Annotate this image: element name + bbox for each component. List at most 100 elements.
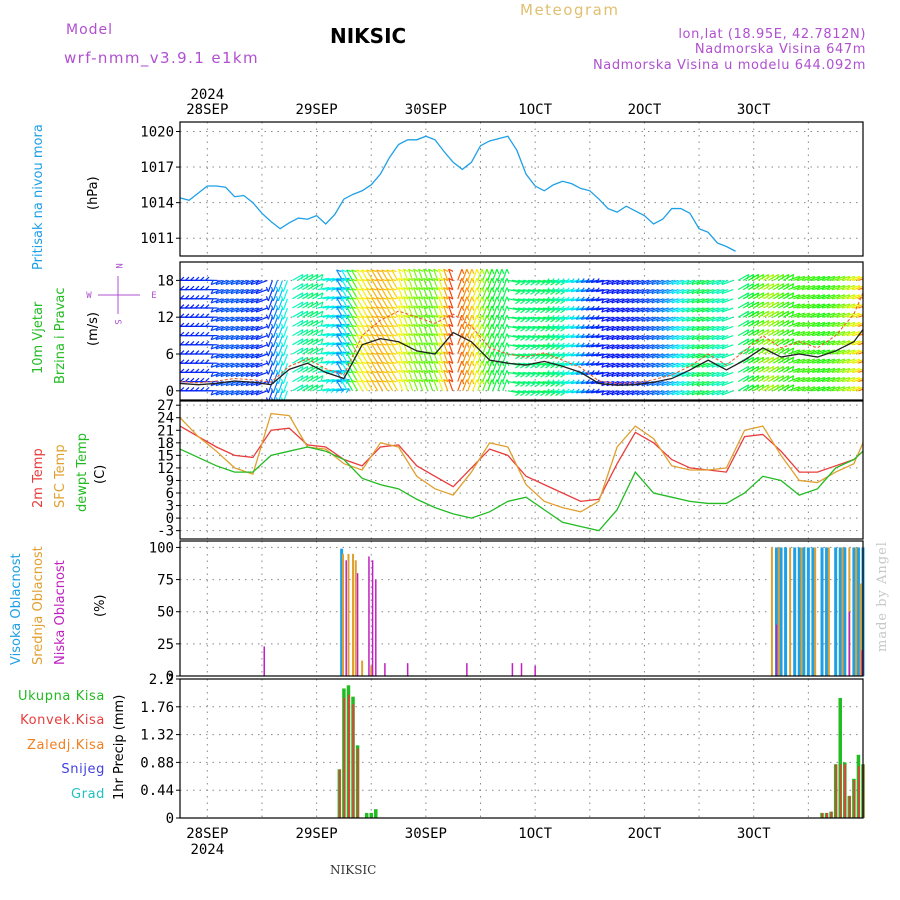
wind-barb-tick (666, 325, 670, 331)
wind-barb-tick (235, 334, 239, 340)
wind-barb (737, 365, 749, 373)
mid-cloud-bar (342, 553, 345, 676)
wind-barb (767, 347, 779, 355)
wind-barb-tick (590, 360, 595, 366)
wind-barb-tick (606, 288, 610, 294)
wind-barb-tick (550, 355, 556, 360)
wind-barb (267, 316, 273, 329)
wind-barb (322, 305, 335, 309)
wind-barb-tick (275, 369, 279, 375)
wind-barb (742, 365, 754, 373)
wind-barb (721, 279, 734, 286)
panel-frame (179, 121, 864, 257)
wind-barb-tick (565, 278, 570, 283)
wind-barb (818, 294, 830, 300)
wind-barb-tick (170, 378, 174, 381)
wind-barb-tick (585, 379, 590, 385)
wind-barb-tick (361, 315, 367, 319)
wind-barb-tick (265, 305, 269, 311)
wind-barb-tick (230, 353, 234, 359)
wind-barb (307, 283, 319, 291)
wind-barb (341, 315, 349, 327)
wind-barb-tick (501, 324, 505, 330)
wind-barb (767, 356, 779, 364)
wind-barb (376, 334, 384, 346)
wind-barb-tick (341, 324, 347, 328)
wind-barb-tick (366, 352, 372, 355)
wind-barb-tick (491, 305, 495, 311)
wind-barb (346, 315, 354, 327)
wind-barb (838, 275, 850, 281)
wind-barb-tick (481, 305, 485, 311)
wind-barb-tick (336, 306, 342, 309)
wind-barb-tick (220, 334, 224, 340)
wind-barb (492, 296, 498, 309)
wind-barb (762, 319, 774, 327)
wind-barb-tick (711, 380, 715, 386)
wind-barb-tick (515, 355, 520, 360)
wind-barb (292, 356, 304, 364)
panel-precipitation: 00.440.881.321.762.2 (140, 672, 863, 827)
wind-barb-tick (225, 353, 229, 359)
wind-barb (808, 312, 820, 318)
wind-barb (788, 321, 800, 327)
wind-barb (742, 356, 754, 364)
wind-barb-tick (386, 333, 392, 337)
wind-barb (418, 324, 424, 336)
wind-barb-tick (371, 379, 377, 383)
wind-barb-tick (661, 344, 665, 350)
wind-barb-tick (550, 291, 556, 295)
wind-barb (302, 356, 314, 364)
wind-barb-tick (376, 306, 382, 309)
wind-barb-tick (255, 279, 259, 285)
wind-barb-tick (570, 379, 575, 385)
wind-barb (397, 351, 404, 364)
wind-barb-tick (336, 297, 342, 300)
sfc-temp-line (179, 412, 864, 513)
wind-barb (423, 268, 429, 281)
wind-barb-tick (386, 370, 392, 374)
wind-barb (336, 288, 344, 300)
wind-barb (502, 278, 508, 290)
wind-barb (477, 324, 483, 336)
wind-barb-tick (199, 386, 205, 392)
wind-barb (418, 314, 424, 327)
wind-barb-tick (545, 278, 550, 283)
wind-barb-tick (351, 352, 357, 355)
wind-barb (351, 334, 359, 346)
wind-barb (798, 330, 810, 337)
wind-barb (413, 360, 419, 373)
wind-barb-tick (520, 281, 525, 286)
wind-barb (462, 360, 468, 373)
wind-barb (477, 287, 483, 300)
wind-barb-tick (867, 331, 869, 335)
wind-barb (823, 340, 835, 346)
wind-barb-tick (626, 298, 630, 304)
wind-barb (376, 380, 384, 392)
wind-barb (361, 315, 369, 327)
wind-gust-line (180, 292, 863, 384)
wind-barb-tick (180, 340, 185, 346)
wind-barb (596, 390, 609, 394)
wind-barb (402, 360, 409, 373)
compass-west: W (86, 291, 92, 301)
wind-barb (443, 370, 449, 382)
wind-barb (793, 340, 805, 346)
wind-barb-tick (686, 279, 690, 285)
wind-barb-tick (215, 390, 219, 396)
wind-barb-tick (595, 351, 600, 357)
wind-barb-tick (341, 278, 347, 282)
wind-barb-tick (626, 344, 630, 350)
wind-barb (502, 370, 508, 382)
wind-barb-tick (671, 390, 675, 396)
wind-barb-tick (545, 318, 551, 323)
total-precip-bar (369, 812, 373, 818)
wind-barb-tick (491, 370, 495, 376)
wind-barb (438, 278, 444, 290)
wind-barb-tick (356, 306, 362, 309)
wind-barb (346, 288, 354, 300)
wind-barb-tick (671, 279, 675, 285)
wind-barb-tick (636, 390, 640, 396)
wind-barb (418, 333, 424, 346)
wind-barb-tick (486, 370, 490, 376)
